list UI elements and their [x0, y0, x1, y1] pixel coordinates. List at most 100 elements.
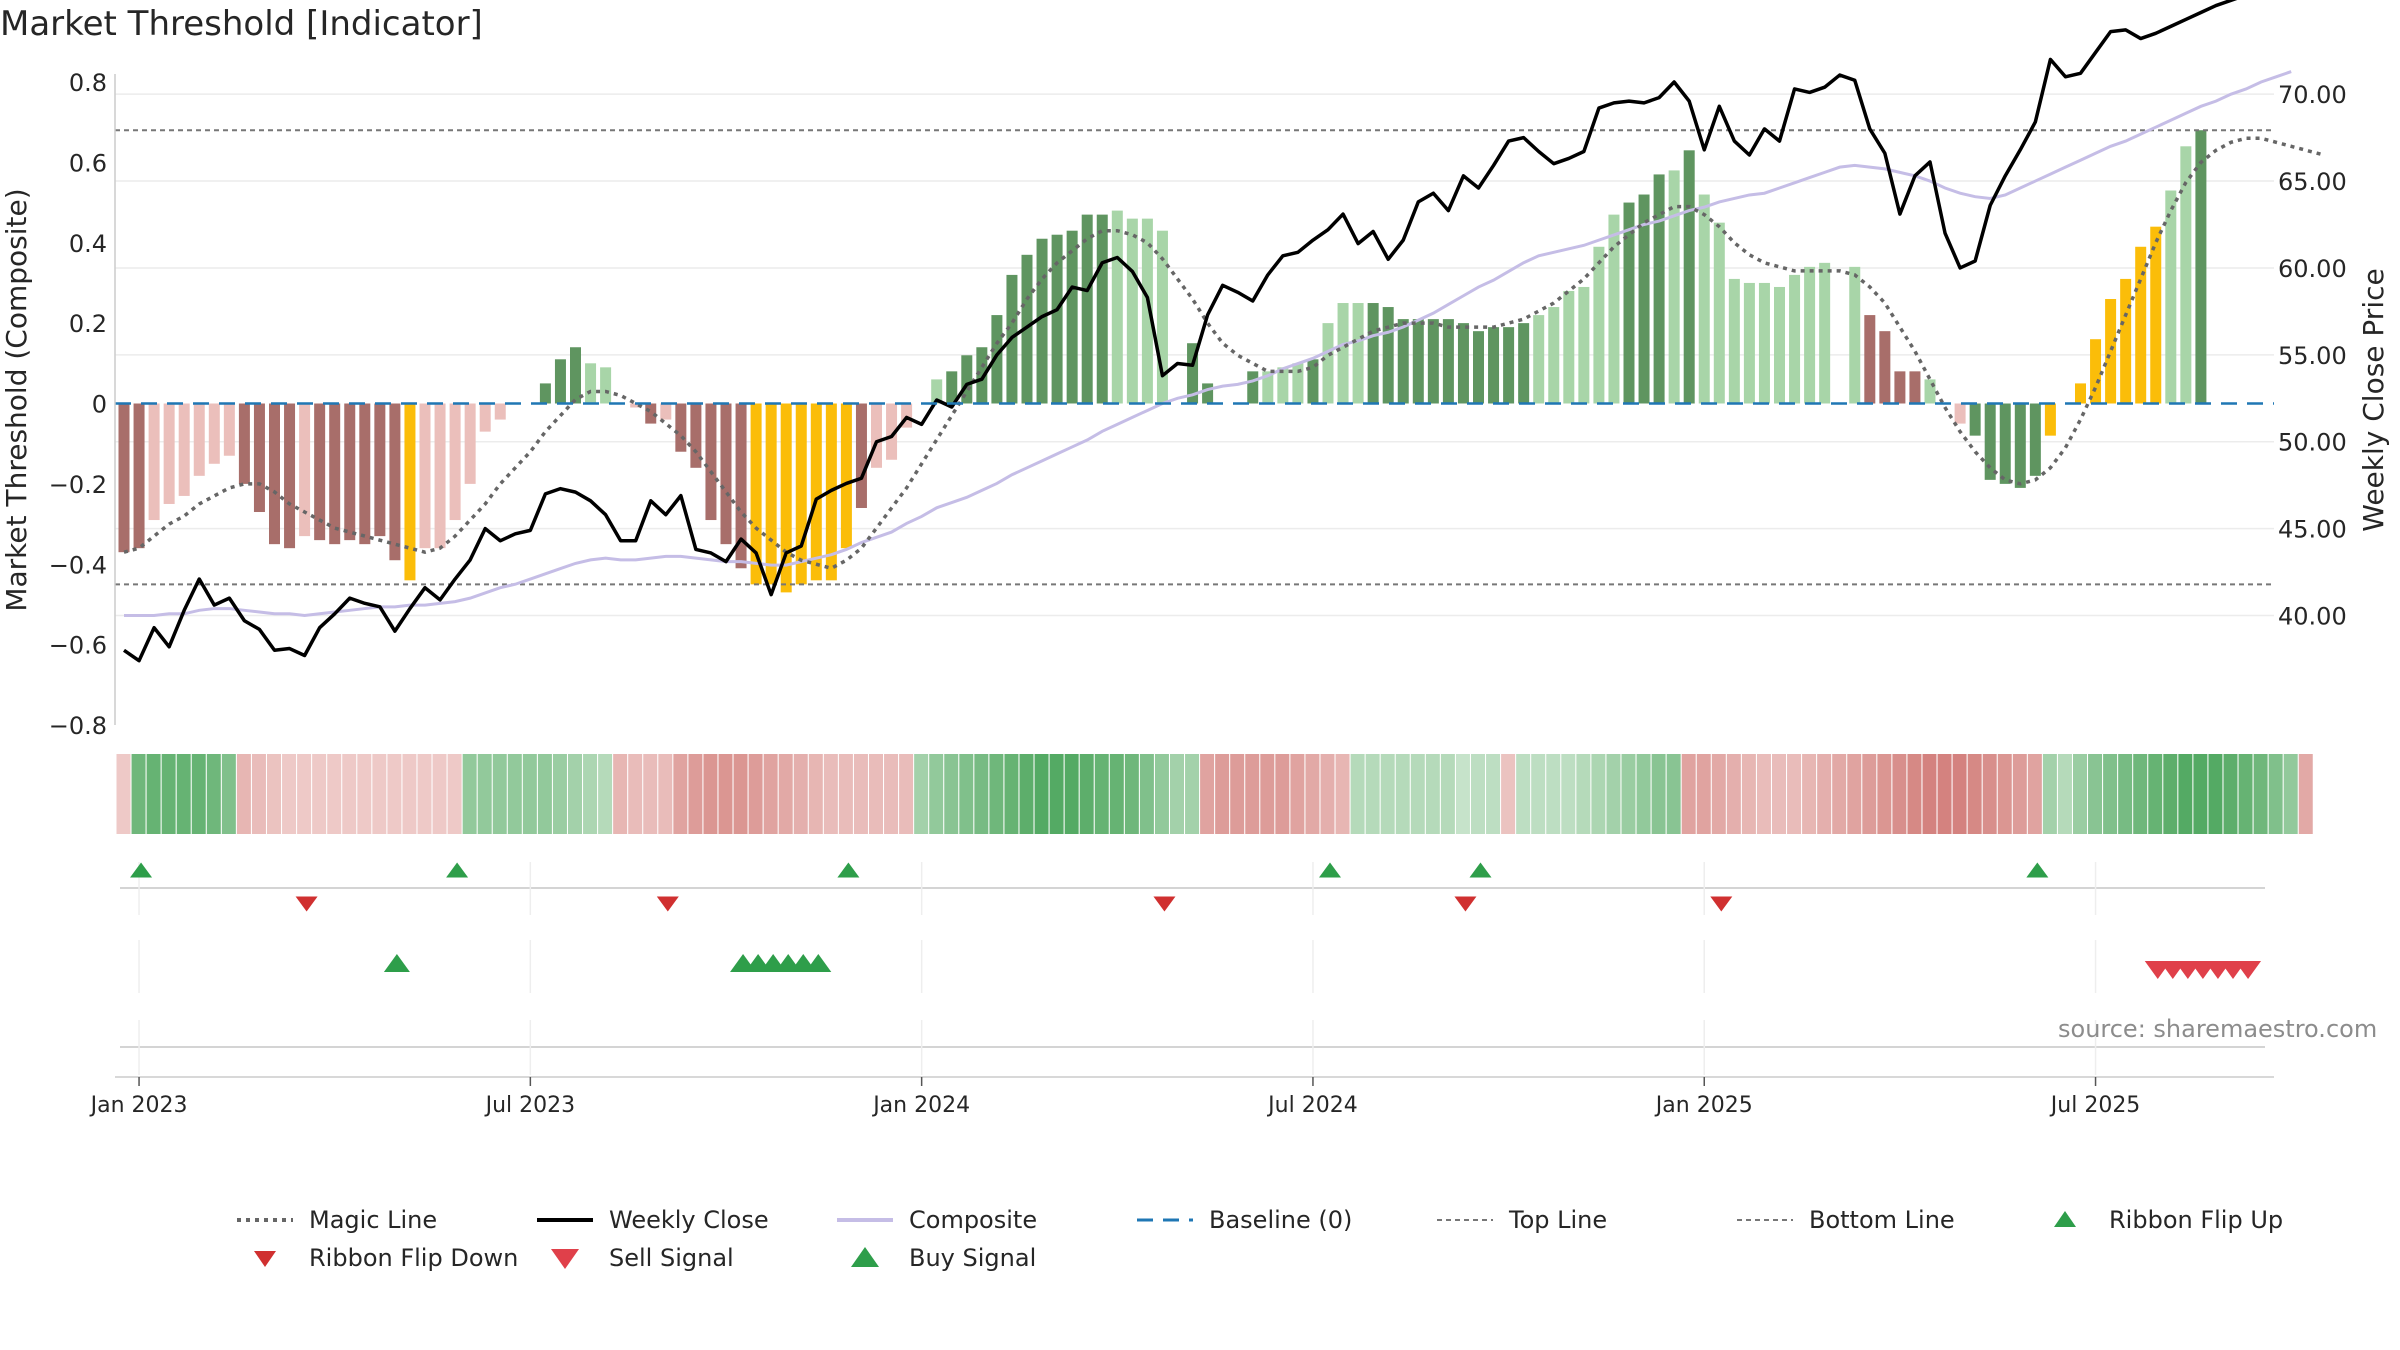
composite-bar — [1337, 303, 1349, 404]
composite-bar — [1819, 262, 1831, 404]
ribbon-cell — [1922, 754, 1937, 834]
ribbon-cell — [1019, 754, 1034, 834]
ribbon-cell — [2178, 754, 2193, 834]
ribbon-flip-up-marker — [837, 862, 860, 878]
legend-swatch-ribbon-flip-down — [235, 1243, 295, 1273]
ribbon-flip-down-marker — [1153, 896, 1176, 912]
composite-bar — [1894, 371, 1906, 404]
left-y-axis: 0.8 0.6 0.4 0.2 0 −0.2 −0.4 −0.6 −0.8 — [49, 69, 116, 740]
ribbon-cell — [1561, 754, 1576, 834]
ribbon-cell — [1531, 754, 1546, 834]
ribbon-cell — [583, 754, 598, 834]
left-tick-label: −0.8 — [49, 712, 107, 740]
ribbon-cell — [236, 754, 251, 834]
composite-bar — [1277, 367, 1289, 404]
magic-line — [123, 136, 2322, 571]
composite-bar — [1563, 290, 1575, 404]
ribbon-cell — [1154, 754, 1169, 834]
composite-bar — [1774, 286, 1785, 404]
ribbon-cell — [778, 754, 793, 834]
ribbon-cell — [2103, 754, 2118, 834]
ribbon-cell — [838, 754, 853, 834]
x-tick-label: Jul 2025 — [2049, 1093, 2141, 1118]
composite-bar — [464, 403, 476, 484]
composite-bar — [389, 403, 401, 561]
ribbon-cell — [1832, 754, 1847, 834]
composite-bar — [178, 403, 190, 496]
ribbon-cell — [1275, 754, 1290, 834]
composite-bar — [1036, 238, 1048, 404]
ribbon-cell — [312, 754, 327, 834]
composite-bar — [1668, 170, 1680, 404]
ribbon-cell — [176, 754, 191, 834]
legend-swatch-bottom-line — [1735, 1205, 1795, 1235]
ribbon-cell — [1711, 754, 1726, 834]
composite-bar — [645, 403, 657, 424]
ribbon-cell — [1817, 754, 1832, 834]
legend-item-baseline: Baseline (0) — [1135, 1205, 1352, 1235]
ribbon-cell — [1471, 754, 1485, 834]
right-tick-label: 60.00 — [2278, 255, 2347, 283]
ribbon-cell — [2073, 754, 2087, 834]
composite-bar — [1548, 307, 1560, 404]
ribbon-cell — [1350, 754, 1365, 834]
composite-bar — [2105, 299, 2117, 404]
right-tick-label: 45.00 — [2278, 516, 2347, 544]
composite-bar — [434, 403, 446, 549]
x-tick-label: Jul 2024 — [1266, 1093, 1358, 1118]
composite-bar — [690, 403, 702, 468]
ribbon-cell — [1410, 754, 1425, 834]
composite-bar — [1322, 323, 1334, 404]
ribbon-cell — [2057, 754, 2072, 834]
ribbon-cell — [1516, 754, 1531, 834]
ribbon-cell — [1997, 754, 2012, 834]
ribbon-cell — [643, 754, 658, 834]
ribbon-flip-up-marker — [1319, 862, 1341, 878]
composite-bar — [2029, 403, 2041, 476]
ribbon-cell — [552, 754, 567, 834]
ribbon-cell — [1200, 754, 1215, 834]
ribbon-cell — [1455, 754, 1470, 834]
composite-bar — [765, 403, 777, 585]
ribbon-cell — [1380, 754, 1395, 834]
ribbon-flip-down-marker — [656, 896, 679, 912]
ribbon-cell — [267, 754, 281, 834]
composite-bar — [1683, 150, 1695, 404]
composite-bar — [1187, 343, 1199, 404]
ribbon-cell — [718, 754, 733, 834]
composite-bar — [1653, 174, 1665, 404]
composite-bar — [2014, 403, 2026, 488]
ribbon-cell — [1681, 754, 1696, 834]
legend-label: Ribbon Flip Up — [2109, 1206, 2284, 1234]
composite-bar — [539, 383, 551, 404]
ribbon-cell — [763, 754, 778, 834]
composite-bar — [780, 403, 792, 593]
legend-swatch-sell-signal — [535, 1243, 595, 1273]
composite-bar — [991, 315, 1003, 404]
ribbon-cell — [2088, 754, 2103, 834]
ribbon-cell — [372, 754, 387, 834]
legend-item-composite: Composite — [835, 1205, 1037, 1235]
composite-bar — [269, 403, 280, 545]
composite-bar — [2075, 383, 2086, 404]
composite-bar — [1352, 303, 1364, 404]
composite-bar — [359, 403, 371, 545]
ribbon-cell — [1335, 754, 1350, 834]
ribbon-cell — [2238, 754, 2253, 834]
left-tick-label: 0 — [92, 391, 107, 419]
composite-bar — [931, 379, 943, 404]
ribbon-cell — [1937, 754, 1952, 834]
composite-bar — [1503, 327, 1515, 404]
composite-bar — [208, 403, 220, 464]
ribbon-cell — [1862, 754, 1877, 834]
composite-bar — [1969, 403, 1981, 436]
ribbon-cell — [2118, 754, 2133, 834]
composite-bar — [193, 403, 205, 476]
legend-label: Ribbon Flip Down — [309, 1244, 519, 1272]
ribbon-cell — [1741, 754, 1756, 834]
composite-bar — [1909, 371, 1921, 404]
composite-bar — [720, 403, 732, 545]
composite-bar — [1382, 307, 1394, 404]
sell-signal-marker — [2235, 961, 2262, 979]
ribbon-cell — [1185, 754, 1200, 834]
